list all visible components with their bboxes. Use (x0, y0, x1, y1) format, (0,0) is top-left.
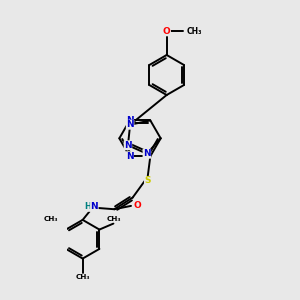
Text: O: O (163, 26, 170, 35)
Text: N: N (124, 141, 132, 150)
Text: N: N (126, 152, 134, 161)
Text: S: S (144, 176, 151, 185)
Text: N: N (126, 120, 134, 129)
Text: CH₃: CH₃ (75, 274, 90, 280)
Text: CH₃: CH₃ (186, 26, 202, 35)
Text: CH₃: CH₃ (44, 216, 58, 222)
Text: N: N (126, 116, 134, 125)
Text: H: H (84, 202, 91, 211)
Text: N: N (143, 149, 151, 158)
Text: N: N (91, 202, 98, 211)
Text: CH₃: CH₃ (107, 216, 121, 222)
Text: O: O (133, 201, 141, 210)
